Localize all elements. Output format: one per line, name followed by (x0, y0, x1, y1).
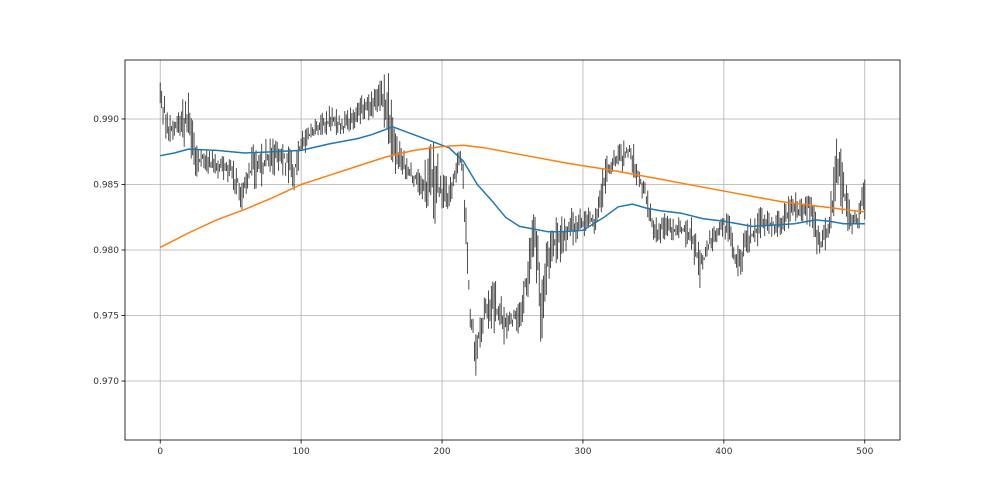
price-bars (159, 73, 866, 376)
series-line-blue (160, 126, 865, 233)
x-tick-label: 200 (433, 447, 450, 457)
x-tick-label: 500 (856, 447, 873, 457)
series-line-orange (159, 144, 865, 249)
y-tick-label: 0.970 (93, 377, 119, 387)
x-tick-label: 100 (293, 447, 310, 457)
axis-ticks: 0 100 200 300 400 500 0.970 0.975 0.980 0.985 0.99… (93, 115, 873, 457)
y-tick-label: 0.980 (93, 246, 119, 256)
x-tick-label: 0 (157, 447, 163, 457)
x-tick-label: 400 (715, 447, 732, 457)
y-tick-label: 0.975 (93, 312, 119, 322)
y-tick-label: 0.990 (93, 115, 119, 125)
y-tick-label: 0.985 (93, 180, 119, 190)
moving-average-lines (159, 126, 865, 249)
grid (125, 60, 900, 440)
x-tick-label: 300 (574, 447, 591, 457)
